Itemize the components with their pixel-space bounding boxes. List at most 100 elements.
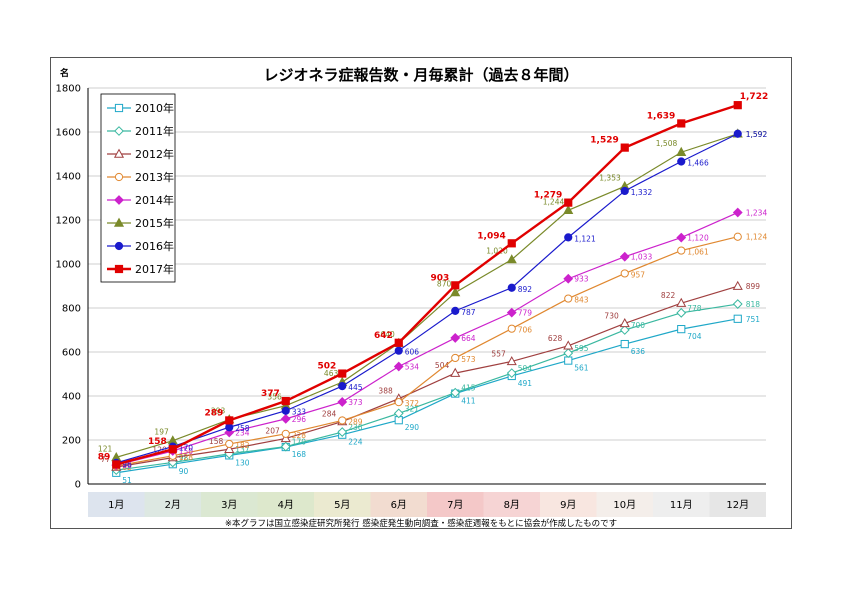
- month-band: [257, 492, 314, 517]
- series-line: [116, 236, 738, 467]
- data-point: [394, 338, 403, 347]
- data-label: 1,722: [740, 92, 768, 102]
- y-tick-label: 1200: [56, 216, 81, 227]
- data-label: 284: [322, 410, 337, 419]
- data-label: 870: [437, 280, 452, 289]
- x-tick-label: 6月: [391, 499, 407, 511]
- data-label: 1,020: [486, 247, 508, 256]
- x-tick-label: 12月: [726, 499, 749, 511]
- data-label: 77: [101, 455, 111, 464]
- legend-label: 2012年: [135, 147, 174, 161]
- data-label: 606: [405, 348, 420, 357]
- y-tick-label: 400: [62, 392, 81, 403]
- x-tick-label: 7月: [447, 499, 463, 511]
- data-label: 779: [518, 309, 533, 318]
- month-band: [596, 492, 653, 517]
- data-point: [619, 325, 630, 335]
- data-point: [281, 396, 290, 406]
- data-point: [733, 129, 742, 138]
- data-label: 321: [405, 404, 420, 413]
- data-label: 595: [574, 344, 589, 353]
- data-label: 415: [461, 384, 476, 393]
- series-line: [116, 318, 738, 474]
- data-point: [733, 101, 742, 110]
- data-point: [112, 460, 121, 469]
- data-label: 664: [461, 334, 476, 343]
- data-point: [677, 325, 686, 334]
- data-label: 168: [292, 450, 307, 459]
- data-label: 1,466: [687, 158, 709, 167]
- data-point: [619, 251, 630, 262]
- data-label: 333: [292, 408, 307, 417]
- data-label: 561: [574, 364, 589, 373]
- data-label: 642: [374, 331, 393, 341]
- data-point: [506, 254, 517, 264]
- data-label: 706: [518, 326, 533, 335]
- data-label: 1,529: [590, 136, 618, 146]
- legend-label: 2014年: [135, 193, 174, 207]
- data-point: [732, 207, 743, 218]
- data-label: 899: [746, 282, 761, 291]
- data-label: 290: [405, 423, 420, 432]
- data-label: 90: [179, 467, 189, 476]
- data-point: [507, 239, 516, 248]
- x-tick-label: 5月: [334, 499, 350, 511]
- data-label: 573: [461, 355, 476, 364]
- month-band: [540, 492, 597, 517]
- data-point: [677, 119, 686, 128]
- x-tick-label: 11月: [670, 499, 693, 511]
- data-point: [676, 232, 687, 243]
- series-line: [115, 104, 739, 466]
- data-point: [732, 280, 743, 290]
- data-label: 121: [98, 444, 113, 453]
- data-label: 96: [122, 460, 132, 469]
- data-label: 751: [746, 315, 761, 324]
- data-label: 170: [179, 444, 194, 453]
- data-label: 892: [518, 285, 533, 294]
- data-label: 98: [179, 453, 189, 462]
- y-tick-label: 600: [62, 348, 81, 359]
- data-label: 234: [235, 429, 250, 438]
- data-point: [676, 307, 687, 318]
- data-label: 730: [604, 311, 619, 320]
- data-label: 704: [687, 332, 702, 341]
- data-point: [563, 340, 574, 350]
- x-tick-label: 3月: [221, 499, 237, 511]
- data-point: [506, 356, 517, 366]
- x-tick-label: 1月: [108, 499, 124, 511]
- data-label: 491: [518, 379, 533, 388]
- data-label: 778: [687, 304, 702, 313]
- month-band: [201, 492, 258, 517]
- data-point: [114, 241, 124, 251]
- data-label: 356: [267, 393, 282, 402]
- data-label: 377: [261, 389, 280, 399]
- data-label: 1,592: [746, 130, 768, 139]
- y-tick-label: 1000: [56, 260, 81, 271]
- y-tick-label: 1600: [56, 128, 81, 139]
- month-band: [483, 492, 540, 517]
- data-point: [676, 297, 687, 307]
- data-point: [225, 423, 234, 432]
- data-label: 700: [631, 321, 646, 330]
- data-label: 1,121: [574, 234, 596, 243]
- data-label: 557: [491, 349, 506, 358]
- data-point: [564, 356, 573, 365]
- data-point: [450, 367, 461, 377]
- data-point: [114, 172, 124, 182]
- data-label: 130: [235, 458, 250, 467]
- data-label: 933: [574, 275, 589, 284]
- data-point: [114, 126, 124, 136]
- data-label: 289: [348, 417, 363, 426]
- legend-label: 2017年: [135, 262, 174, 276]
- data-point: [451, 353, 460, 363]
- data-point: [394, 346, 403, 355]
- series-line: [116, 133, 738, 458]
- data-label: 137: [235, 445, 250, 454]
- chart-title: レジオネラ症報告数・月毎累計（過去８年間）: [263, 66, 579, 84]
- data-label: 818: [746, 300, 761, 309]
- data-point: [337, 427, 348, 437]
- data-label: 411: [461, 397, 476, 406]
- data-point: [564, 294, 573, 303]
- x-tick-label: 2月: [165, 499, 181, 511]
